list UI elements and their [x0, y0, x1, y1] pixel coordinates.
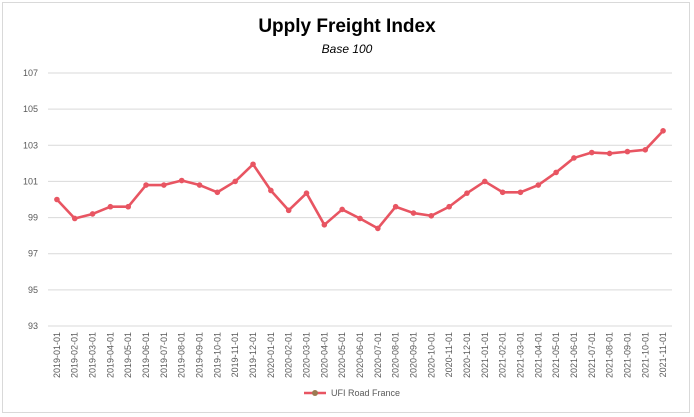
- data-point: [553, 169, 559, 176]
- x-tick-label: 2020-05-01: [337, 332, 347, 378]
- data-point: [214, 189, 221, 196]
- data-point: [143, 182, 149, 188]
- data-point: [196, 182, 203, 188]
- gridlines: [48, 72, 672, 327]
- data-point: [89, 211, 96, 217]
- x-tick-label: 2020-02-01: [284, 332, 294, 378]
- x-tick-label: 2019-10-01: [212, 332, 222, 378]
- data-point: [499, 189, 506, 196]
- data-point: [571, 155, 577, 161]
- x-tick-label: 2019-11-01: [230, 332, 240, 377]
- data-point: [375, 225, 381, 232]
- x-tick-label: 2020-04-01: [319, 332, 329, 378]
- y-tick-label: 103: [23, 140, 38, 150]
- x-tick-label: 2019-01-01: [52, 332, 62, 378]
- x-tick-label: 2021-08-01: [605, 332, 615, 378]
- x-tick-label: 2021-11-01: [658, 332, 668, 377]
- x-tick-label: 2021-03-01: [515, 332, 525, 378]
- x-tick-label: 2020-11-01: [444, 332, 454, 377]
- legend-label: UFI Road France: [331, 388, 400, 398]
- data-point: [232, 178, 238, 185]
- x-tick-label: 2019-06-01: [141, 332, 151, 378]
- series-layer: [54, 128, 666, 232]
- x-tick-label: 2020-03-01: [302, 332, 312, 378]
- y-tick-label: 107: [23, 68, 38, 78]
- data-point: [107, 203, 114, 210]
- x-tick-label: 2019-12-01: [248, 332, 258, 378]
- x-tick-label: 2019-04-01: [105, 332, 115, 378]
- x-tick-label: 2020-01-01: [266, 332, 276, 378]
- x-tick-label: 2021-05-01: [551, 332, 561, 378]
- y-tick-label: 99: [28, 213, 38, 223]
- x-tick-label: 2021-06-01: [569, 332, 579, 378]
- data-point: [642, 147, 649, 153]
- data-point: [303, 190, 310, 196]
- x-tick-label: 2021-02-01: [498, 332, 508, 378]
- x-tick-label: 2019-05-01: [123, 332, 133, 378]
- x-tick-label: 2019-07-01: [159, 332, 169, 378]
- data-point: [410, 210, 417, 216]
- chart-subtitle: Base 100: [321, 42, 373, 56]
- data-point: [321, 222, 328, 228]
- x-tick-label: 2019-09-01: [195, 332, 205, 378]
- y-tick-label: 97: [28, 249, 38, 259]
- y-tick-label: 101: [23, 176, 38, 186]
- data-point: [428, 212, 435, 219]
- x-tick-label: 2021-01-01: [480, 332, 490, 378]
- x-tick-label: 2020-07-01: [373, 332, 383, 378]
- x-tick-label: 2019-03-01: [88, 332, 98, 378]
- data-point: [54, 196, 60, 203]
- x-tick-label: 2020-06-01: [355, 332, 365, 378]
- y-axis: 93 95 97 99 101 103 105 107: [23, 68, 38, 331]
- data-point: [125, 203, 132, 210]
- data-point: [357, 215, 363, 222]
- legend: UFI Road France: [304, 388, 400, 398]
- x-tick-label: 2019-02-01: [70, 332, 80, 378]
- data-point: [71, 215, 78, 222]
- data-point: [606, 150, 613, 157]
- data-point: [339, 206, 345, 213]
- x-tick-label: 2020-09-01: [408, 332, 418, 378]
- x-tick-label: 2019-08-01: [177, 332, 187, 378]
- data-point: [268, 187, 274, 194]
- legend-marker-swatch: [312, 390, 318, 396]
- x-tick-label: 2021-07-01: [587, 332, 597, 378]
- y-tick-label: 105: [23, 104, 38, 114]
- data-point: [535, 182, 542, 188]
- x-tick-label: 2020-12-01: [462, 332, 472, 378]
- data-point: [392, 203, 399, 210]
- y-tick-label: 95: [28, 285, 38, 295]
- x-axis: 2019-01-01 2019-02-01 2019-03-01 2019-04-01…: [52, 332, 668, 378]
- data-point: [660, 128, 666, 134]
- y-tick-label: 93: [28, 321, 38, 331]
- x-tick-label: 2020-10-01: [426, 332, 436, 378]
- data-point: [285, 207, 292, 214]
- x-tick-label: 2021-10-01: [640, 332, 650, 378]
- data-point: [464, 190, 470, 196]
- data-point: [624, 148, 631, 155]
- chart-title: Upply Freight Index: [258, 16, 436, 37]
- x-tick-label: 2020-08-01: [391, 332, 401, 378]
- x-tick-label: 2021-04-01: [533, 332, 543, 378]
- data-point: [446, 203, 452, 210]
- x-tick-label: 2021-09-01: [622, 332, 632, 378]
- data-point: [178, 177, 185, 184]
- data-point: [250, 161, 256, 168]
- data-point: [517, 189, 524, 196]
- data-point: [161, 182, 167, 188]
- data-point: [482, 178, 488, 185]
- data-point: [588, 149, 595, 156]
